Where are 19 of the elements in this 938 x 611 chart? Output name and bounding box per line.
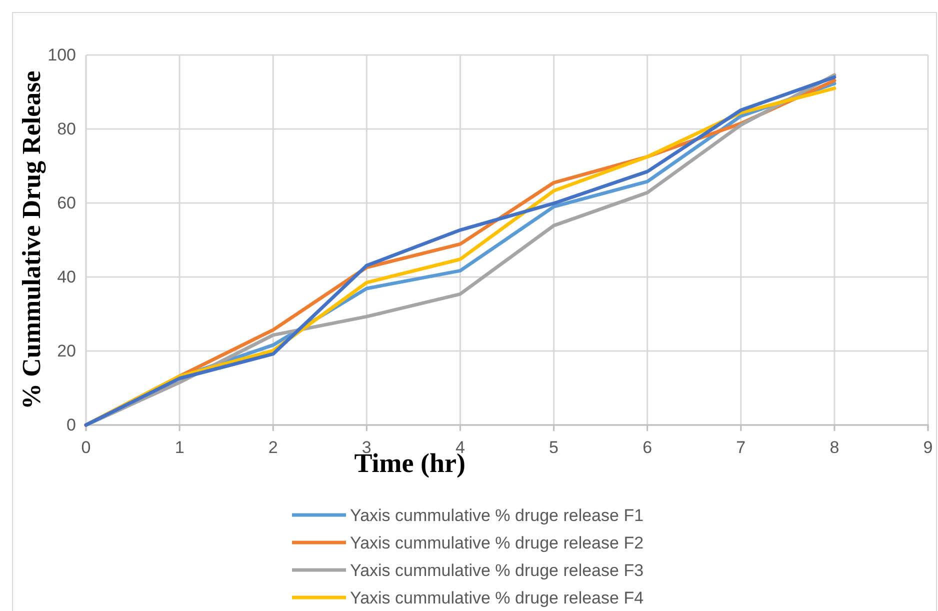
y-tick-label: 20: [57, 341, 76, 360]
x-tick-label: 2: [268, 438, 278, 458]
y-axis-title: % Cummulative Drug Release: [17, 70, 46, 410]
legend-label: Yaxis cummulative % druge release F1: [350, 506, 644, 525]
legend-label: Yaxis cummulative % druge release F4: [350, 588, 644, 608]
x-tick-label: 5: [549, 438, 559, 458]
x-tick-label: 6: [642, 438, 652, 458]
x-tick-label: 7: [736, 438, 746, 458]
x-tick-label: 8: [830, 438, 840, 458]
y-tick-label: 40: [57, 267, 76, 286]
y-tick-label: 60: [57, 193, 76, 212]
y-tick-label: 100: [48, 45, 76, 64]
legend-label: Yaxis cummulative % druge release F3: [350, 560, 644, 580]
y-tick-label: 80: [57, 119, 76, 138]
x-tick-label: 1: [174, 438, 184, 458]
x-tick-label: 0: [81, 438, 91, 458]
y-tick-label: 0: [66, 415, 76, 434]
legend-label: Yaxis cummulative % druge release F2: [350, 533, 644, 552]
x-tick-label: 9: [923, 438, 933, 458]
